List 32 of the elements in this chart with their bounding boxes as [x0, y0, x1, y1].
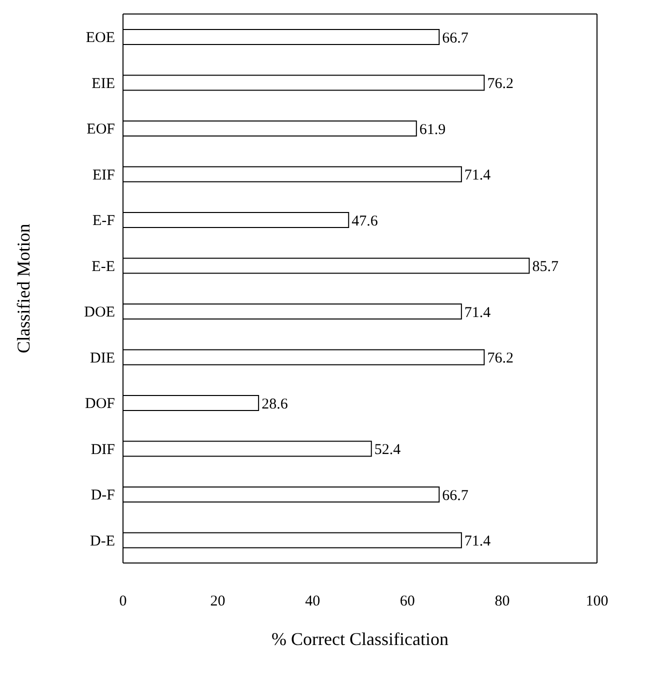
- y-tick-label: D-E: [90, 533, 115, 550]
- data-label: 28.6: [262, 396, 288, 412]
- y-tick-label: D-F: [90, 488, 115, 504]
- x-tick-label: 40: [305, 594, 320, 610]
- data-label: 61.9: [419, 122, 446, 138]
- x-axis-title: % Correct Classification: [272, 629, 448, 649]
- data-label: 71.4: [464, 534, 492, 550]
- data-label: 76.2: [487, 76, 514, 92]
- data-label: 71.4: [464, 168, 492, 184]
- y-tick-label: EIF: [92, 167, 115, 184]
- x-tick-label: 100: [586, 594, 608, 610]
- y-tick-label: DIE: [90, 350, 115, 366]
- x-tick-label: 20: [210, 594, 226, 610]
- data-label: 66.7: [442, 488, 469, 504]
- y-tick-label: DOE: [84, 304, 115, 321]
- data-label: 47.6: [352, 213, 378, 230]
- y-tick-label: E-F: [92, 213, 115, 230]
- y-tick-label: EOF: [86, 122, 115, 138]
- y-tick-label: E-E: [92, 258, 115, 275]
- data-label: 52.4: [374, 442, 402, 458]
- data-label: 85.7: [532, 259, 559, 276]
- data-label: 71.4: [464, 304, 492, 321]
- x-tick-label: 80: [494, 594, 510, 610]
- y-tick-label: EIE: [92, 76, 115, 92]
- y-tick-label: DIF: [90, 442, 115, 458]
- y-tick-label: DOF: [84, 396, 115, 412]
- data-label: 76.2: [487, 350, 514, 367]
- data-label: 66.7: [442, 30, 469, 46]
- y-tick-label: EOE: [86, 30, 115, 46]
- x-tick-label: 0: [119, 594, 127, 610]
- y-axis-title: Classified Motion: [13, 224, 34, 354]
- x-tick-label: 60: [400, 594, 415, 610]
